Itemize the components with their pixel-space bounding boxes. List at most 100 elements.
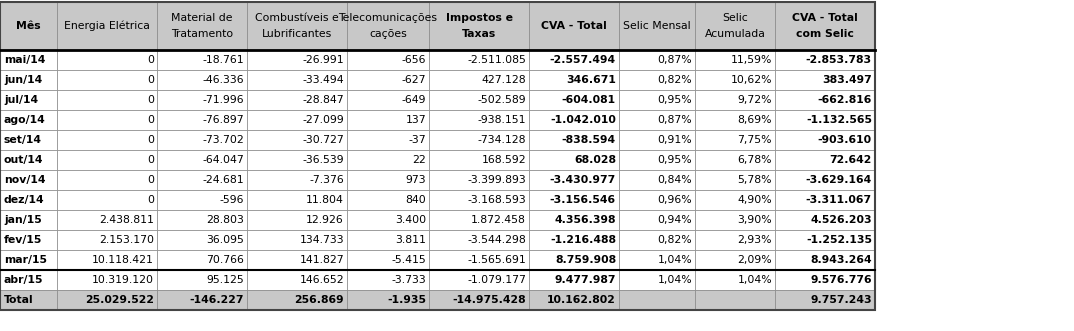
Bar — [429, 250, 529, 270]
Bar — [0, 230, 57, 250]
Bar — [157, 70, 247, 90]
Text: -36.539: -36.539 — [303, 155, 344, 165]
Text: 12.926: 12.926 — [306, 215, 344, 225]
Bar — [347, 290, 429, 310]
Text: 10.118.421: 10.118.421 — [92, 255, 154, 265]
Text: 427.128: 427.128 — [481, 75, 526, 85]
Text: 840: 840 — [405, 195, 426, 205]
Bar — [695, 150, 775, 170]
Bar — [429, 70, 529, 90]
Text: 10.162.802: 10.162.802 — [547, 295, 616, 305]
Bar — [247, 70, 347, 90]
Text: -2.557.494: -2.557.494 — [550, 55, 616, 65]
Bar — [157, 150, 247, 170]
Bar — [775, 250, 875, 270]
Text: 0: 0 — [147, 155, 154, 165]
Bar — [775, 270, 875, 290]
Bar — [0, 2, 57, 50]
Text: Mês: Mês — [16, 21, 41, 31]
Text: 5,78%: 5,78% — [738, 175, 772, 185]
Bar — [529, 230, 619, 250]
Text: -71.996: -71.996 — [202, 95, 244, 105]
Text: 11,59%: 11,59% — [730, 55, 772, 65]
Text: Selic: Selic — [722, 13, 748, 23]
Bar — [775, 50, 875, 70]
Bar — [247, 290, 347, 310]
Bar — [247, 110, 347, 130]
Text: Acumulada: Acumulada — [705, 29, 766, 39]
Bar — [619, 130, 695, 150]
Bar — [157, 170, 247, 190]
Bar — [695, 90, 775, 110]
Text: abr/15: abr/15 — [4, 275, 44, 285]
Text: -37: -37 — [408, 135, 426, 145]
Bar — [775, 2, 875, 50]
Text: -30.727: -30.727 — [302, 135, 344, 145]
Bar — [347, 150, 429, 170]
Bar — [429, 170, 529, 190]
Bar — [0, 170, 57, 190]
Bar — [247, 130, 347, 150]
Bar — [775, 170, 875, 190]
Bar — [529, 70, 619, 90]
Bar — [57, 170, 157, 190]
Bar — [157, 90, 247, 110]
Bar — [57, 50, 157, 70]
Text: -146.227: -146.227 — [189, 295, 244, 305]
Bar — [695, 210, 775, 230]
Text: -76.897: -76.897 — [202, 115, 244, 125]
Text: -903.610: -903.610 — [818, 135, 872, 145]
Bar — [247, 2, 347, 50]
Bar — [157, 250, 247, 270]
Text: jan/15: jan/15 — [4, 215, 42, 225]
Bar — [529, 170, 619, 190]
Bar — [347, 230, 429, 250]
Text: 383.497: 383.497 — [823, 75, 872, 85]
Text: -649: -649 — [402, 95, 426, 105]
Bar — [347, 170, 429, 190]
Bar — [529, 290, 619, 310]
Text: 0: 0 — [147, 135, 154, 145]
Text: ago/14: ago/14 — [4, 115, 46, 125]
Bar — [429, 50, 529, 70]
Text: Total: Total — [4, 295, 33, 305]
Text: -2.853.783: -2.853.783 — [806, 55, 872, 65]
Bar — [775, 190, 875, 210]
Text: -1.935: -1.935 — [387, 295, 426, 305]
Bar — [775, 150, 875, 170]
Text: mar/15: mar/15 — [4, 255, 47, 265]
Text: 0,82%: 0,82% — [657, 235, 692, 245]
Text: 0,84%: 0,84% — [657, 175, 692, 185]
Text: -3.544.298: -3.544.298 — [467, 235, 526, 245]
Text: 7,75%: 7,75% — [738, 135, 772, 145]
Text: Telecomunicações: Telecomunicações — [338, 13, 437, 23]
Text: Impostos e: Impostos e — [446, 13, 512, 23]
Bar — [695, 110, 775, 130]
Text: 68.028: 68.028 — [574, 155, 616, 165]
Bar — [429, 190, 529, 210]
Bar — [247, 90, 347, 110]
Text: 28.803: 28.803 — [206, 215, 244, 225]
Bar — [157, 270, 247, 290]
Text: -18.761: -18.761 — [202, 55, 244, 65]
Text: -3.399.893: -3.399.893 — [467, 175, 526, 185]
Bar — [529, 110, 619, 130]
Bar — [429, 2, 529, 50]
Bar — [619, 70, 695, 90]
Bar — [619, 50, 695, 70]
Text: 0,87%: 0,87% — [657, 115, 692, 125]
Text: Lubrificantes: Lubrificantes — [262, 29, 332, 39]
Bar — [157, 290, 247, 310]
Bar — [347, 270, 429, 290]
Text: -7.376: -7.376 — [309, 175, 344, 185]
Text: 1.872.458: 1.872.458 — [471, 215, 526, 225]
Bar — [247, 150, 347, 170]
Text: 3,90%: 3,90% — [738, 215, 772, 225]
Text: 4.526.203: 4.526.203 — [811, 215, 872, 225]
Text: -3.168.593: -3.168.593 — [467, 195, 526, 205]
Bar — [695, 190, 775, 210]
Bar — [347, 90, 429, 110]
Bar — [57, 150, 157, 170]
Text: -3.629.164: -3.629.164 — [806, 175, 872, 185]
Text: 0,96%: 0,96% — [657, 195, 692, 205]
